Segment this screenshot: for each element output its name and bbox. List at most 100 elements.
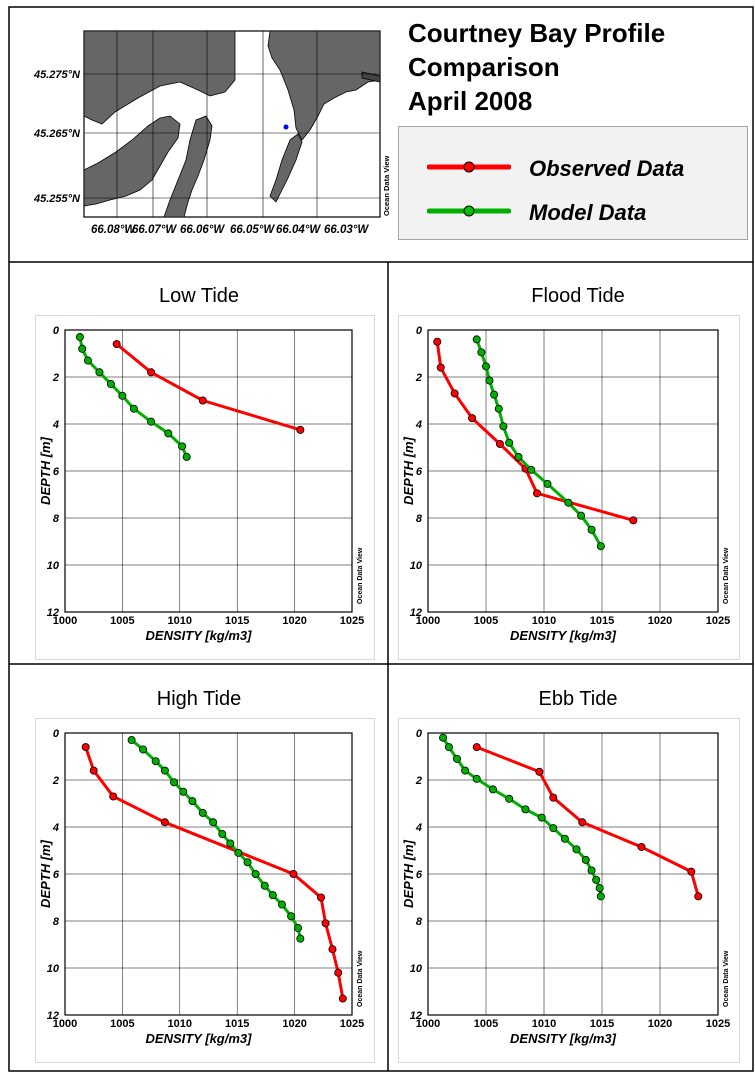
map-lon-label: 66.06°W [180, 224, 225, 236]
data-point-model [444, 743, 453, 752]
data-point-model [287, 912, 296, 921]
data-point-model [95, 368, 104, 377]
series-line-observed [84, 746, 345, 999]
legend-swatch-observed [427, 161, 511, 173]
legend-label-observed: Observed Data [529, 156, 685, 181]
legend-label-model: Model Data [529, 200, 647, 225]
x-tick-label: 1010 [168, 615, 192, 627]
y-tick-label: 10 [47, 560, 60, 572]
data-point-model [129, 404, 138, 413]
data-point-model [268, 891, 277, 900]
data-point-model [234, 848, 243, 857]
x-tick-label: 1000 [53, 615, 77, 627]
data-point-observed [436, 363, 445, 372]
data-point-model [209, 818, 218, 827]
data-point-model [577, 511, 586, 520]
page-title: Courtney Bay Profile Comparison April 20… [408, 16, 748, 118]
data-point-model [499, 422, 508, 431]
data-point-model [477, 348, 486, 357]
y-tick-label: 0 [416, 728, 423, 740]
data-point-model [106, 380, 115, 389]
data-point-observed [81, 743, 90, 752]
x-tick-label: 1005 [474, 1018, 498, 1030]
y-tick-label: 4 [52, 419, 59, 431]
data-point-model [277, 900, 286, 909]
data-point-observed [468, 414, 477, 423]
x-tick-label: 1025 [340, 615, 364, 627]
data-point-model [549, 824, 558, 833]
data-point-observed [694, 892, 703, 901]
y-tick-label: 2 [52, 372, 59, 384]
x-tick-label: 1020 [282, 1018, 306, 1030]
data-point-model [537, 813, 546, 822]
data-point-observed [328, 945, 337, 954]
data-point-observed [637, 842, 646, 851]
y-tick-label: 6 [53, 869, 60, 881]
data-point-model [160, 766, 169, 775]
series-line-observed [435, 341, 634, 522]
data-point-model [505, 794, 514, 803]
panel-title-ebb-tide: Ebb Tide [538, 688, 618, 710]
x-tick-label: 1005 [110, 615, 134, 627]
data-point-model [485, 376, 494, 385]
x-tick-label: 1015 [225, 615, 249, 627]
chart-ebb-tide: 1000 1005 1010 1015 1020 1025 0 2 4 6 8 10 12 DENSITY… [398, 718, 740, 1063]
data-point-observed [549, 793, 558, 802]
data-point-model [179, 787, 188, 796]
chart-low-tide: 1000 1005 1010 1015 1020 1025 0 2 4 6 8 10 12 DENSITY… [35, 315, 375, 660]
data-point-observed [334, 968, 343, 977]
data-point-model [118, 391, 127, 400]
data-point-model [198, 808, 207, 817]
data-point-model [296, 934, 305, 943]
data-point-model [505, 438, 514, 447]
data-point-observed [338, 994, 347, 1003]
data-point-model [592, 875, 601, 884]
data-point-model [461, 766, 470, 775]
x-tick-label: 1005 [110, 1018, 134, 1030]
y-tick-label: 6 [416, 466, 423, 478]
x-tick-label: 1020 [648, 615, 672, 627]
map-lon-label: 66.04°W [276, 224, 321, 236]
data-point-observed [533, 489, 542, 498]
y-tick-label: 0 [53, 325, 60, 337]
data-point-model [472, 335, 481, 344]
data-point-model [439, 733, 448, 742]
y-tick-label: 4 [415, 419, 422, 431]
x-tick-label: 1020 [282, 615, 306, 627]
y-axis-label: DEPTH [m] [401, 839, 416, 908]
data-point-observed [89, 766, 98, 775]
data-point-model [251, 869, 260, 878]
data-point-model [178, 442, 187, 451]
data-point-model [572, 845, 581, 854]
data-point-model [147, 417, 156, 426]
data-point-model [170, 778, 179, 787]
y-tick-label: 6 [416, 869, 423, 881]
data-point-observed [112, 340, 121, 349]
chart-high-tide: 1000 1005 1010 1015 1020 1025 0 2 4 6 8 10 12 DENSITY… [35, 718, 375, 1063]
x-axis-label: DENSITY [kg/m3] [146, 628, 253, 643]
map-lat-label: 45.255°N [33, 193, 81, 205]
chart-watermark: Ocean Data View [357, 950, 364, 1007]
y-tick-label: 2 [415, 775, 422, 787]
data-point-model [78, 344, 87, 353]
data-point-observed [629, 516, 638, 525]
data-point-model [226, 839, 235, 848]
data-point-model [243, 858, 252, 867]
data-point-observed [296, 425, 305, 434]
data-point-model [75, 333, 84, 342]
data-point-observed [687, 867, 696, 876]
data-point-model [182, 452, 191, 461]
x-tick-label: 1010 [532, 615, 556, 627]
data-point-model [139, 745, 148, 754]
chart-flood-tide: 1000 1005 1010 1015 1020 1025 0 2 4 6 8 10 12 DENSITY… [398, 315, 740, 660]
chart-watermark: Ocean Data View [723, 547, 730, 604]
map-lon-label: 66.08°W [91, 224, 136, 236]
x-tick-label: 1005 [474, 615, 498, 627]
data-point-model [543, 479, 552, 488]
data-point-model [127, 736, 136, 745]
x-axis-label: DENSITY [kg/m3] [510, 628, 617, 643]
y-tick-label: 8 [53, 513, 60, 525]
data-point-observed [109, 792, 118, 801]
data-point-model [453, 754, 462, 763]
